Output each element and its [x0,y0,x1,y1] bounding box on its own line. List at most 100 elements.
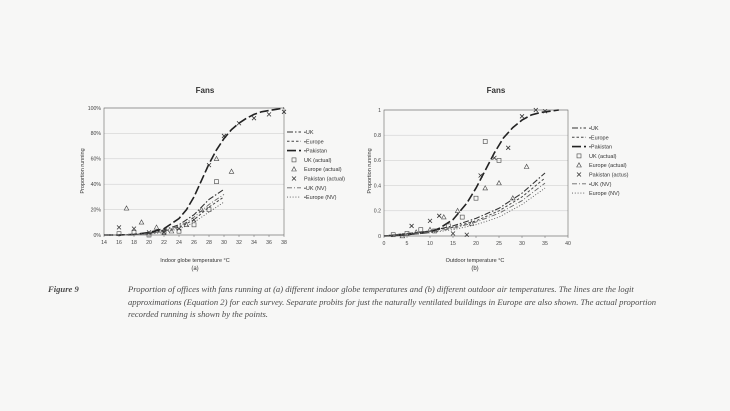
chart-a-legend-swatch [291,157,297,163]
chart-a-point-2 [146,230,152,235]
chart-a-ytick: 100% [88,106,102,112]
chart-b-ytick: 0.2 [374,209,381,215]
chart-a-legend-swatch [291,176,297,181]
chart-b-xtick: 35 [542,241,548,247]
chart-b-point-2 [450,231,456,236]
chart-b-legend-label: •Europe [589,135,609,141]
chart-b-xtick: 0 [383,241,386,247]
chart-b-xtick: 5 [406,241,409,247]
chart-a-sublabel: (a) [191,266,198,272]
chart-a-point-2 [266,112,272,117]
chart-a-legend-label: •Europe [304,139,324,145]
chart-a-xtick: 26 [191,240,197,246]
chart-b-legend-label: •UK [589,126,599,132]
chart-a-legend-label: •Pakistan [304,149,327,155]
chart-b-point-2 [427,218,433,224]
chart-a-legend-label: •UK (NV) [304,186,327,192]
chart-a-ytick: 20% [91,207,102,213]
chart-a-xtick: 32 [236,240,242,246]
chart-b-legend-label: •UK (NV) [589,182,612,188]
chart-b-point-0 [482,139,488,144]
chart-b-point-2 [409,223,414,229]
chart-a-point-0 [161,230,167,235]
chart-b-legend-label: Europe (actual) [589,163,627,169]
chart-b-point-1 [482,185,489,191]
chart-b-sublabel: (b) [471,266,478,272]
chart-b-legend-label: Europe (NV) [589,191,620,197]
chart-a-series-line-3 [104,194,225,236]
chart-a-point-2 [116,225,122,230]
chart-b-point-0 [390,232,396,238]
chart-a-legend-label: •Europe (NV) [304,195,337,201]
chart-b-point-1 [399,232,406,239]
chart-a-point-1 [213,155,220,161]
chart-a-point-2 [221,133,227,139]
chart-a-legend-swatch [291,166,297,172]
chart-b-point-0 [418,227,424,232]
chart-b-point-2 [505,145,511,151]
chart-b-legend-label: •Pakistan [589,145,612,151]
chart-b-point-2 [533,107,539,113]
chart-a-xtick: 22 [161,240,167,246]
chart-a-point-1 [198,206,205,212]
chart-a-point-1 [228,168,235,174]
chart-b-point-1 [413,229,420,235]
chart-a-point-2 [176,226,182,231]
chart-b-point-2 [478,173,483,178]
chart-b-title: Fans [487,86,506,95]
chart-b-point-2 [464,232,470,238]
chart-a-xlabel: Indoor globe temperature °C [160,258,229,264]
chart-b-ytick: 1 [378,108,381,114]
chart-a-plot-frame [103,107,285,236]
chart-b-point-1 [523,163,530,169]
chart-a-point-1 [153,224,160,230]
chart-a-point-0 [214,179,219,184]
chart-a-point-2 [191,217,197,223]
chart-b-legend-swatch [576,153,582,159]
chart-b-ytick: 0.8 [374,133,381,139]
chart-b-xtick: 30 [519,241,525,247]
chart-a-point-1 [168,228,175,234]
chart-b-plot-frame [383,109,569,237]
chart-a-xtick: 16 [116,240,122,246]
chart-a-point-1 [183,221,190,227]
chart-a-point-2 [236,120,242,126]
chart-a-legend-label: Europe (actual) [304,167,342,173]
chart-b-point-0 [459,214,465,220]
chart-b-point-1 [468,220,475,226]
chart-b-point-2 [436,213,442,219]
chart-b-ytick: 0.4 [374,183,381,189]
chart-b-legend-swatch [576,162,582,168]
chart-b-series-line-3 [383,182,546,237]
chart-a-xtick: 20 [146,240,152,246]
chart-b-point-2 [492,155,497,161]
chart-b-point-0 [432,228,437,234]
chart-b-legend-label: UK (actual) [589,154,617,160]
chart-b-point-0 [473,195,479,201]
chart-a-xtick: 36 [266,240,272,246]
chart-a-point-2 [131,226,137,231]
chart-b-xtick: 15 [450,241,456,247]
figure-number: Figure 9 [48,284,79,294]
chart-a-point-2 [206,162,212,168]
chart-a-series-line-2 [104,107,285,236]
chart-a-xtick: 18 [131,240,137,246]
chart-a-legend-label: Pakistan (actual) [304,177,345,183]
chart-a-ytick: 80% [91,131,102,137]
chart-b: Fans Proportion running Outdoor temperat… [367,86,629,272]
chart-a-legend-label: •UK [304,130,314,136]
chart-b-point-0 [496,158,502,163]
chart-a-xtick: 34 [251,240,257,246]
chart-b-legend-label: Pakistan (actus) [589,173,629,179]
chart-a: Fans Proportion running Indoor globe tem… [80,86,345,272]
chart-a-point-0 [131,230,137,235]
chart-b-xtick: 20 [473,241,479,247]
chart-a-point-0 [191,222,197,228]
caption-line-1: Proportion of offices with fans running … [128,284,634,294]
chart-a-point-0 [116,231,122,237]
chart-a-point-2 [281,109,287,115]
chart-a-point-1 [123,205,130,211]
chart-a-point-0 [206,207,212,212]
chart-a-point-1 [138,219,145,225]
